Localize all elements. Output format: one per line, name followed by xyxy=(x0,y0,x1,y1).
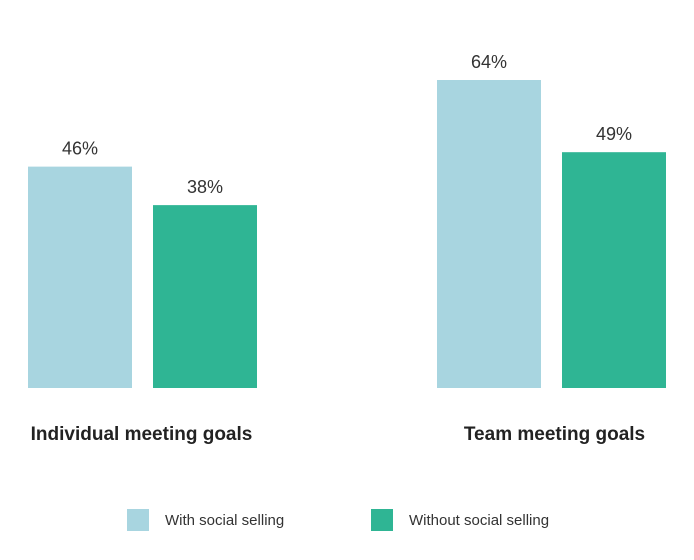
value-labels-group: 46% 38% 64% 49% xyxy=(62,52,632,197)
category-label-team: Team meeting goals xyxy=(464,424,645,445)
legend-label-without-social-selling: Without social selling xyxy=(409,512,549,529)
bar-without-social-selling-team xyxy=(562,152,666,388)
legend-label-with-social-selling: With social selling xyxy=(165,512,284,529)
value-label-without-social-selling-team: 49% xyxy=(596,124,632,144)
legend: With social selling Without social sellin… xyxy=(127,509,549,531)
category-label-individual: Individual meeting goals xyxy=(31,424,253,445)
value-label-with-social-selling-individual: 46% xyxy=(62,139,98,159)
value-label-with-social-selling-team: 64% xyxy=(471,52,507,72)
legend-swatch-without-social-selling xyxy=(371,509,393,531)
bar-with-social-selling-team xyxy=(437,80,541,388)
legend-swatch-with-social-selling xyxy=(127,509,149,531)
bars-group xyxy=(28,80,666,388)
bar-with-social-selling-individual xyxy=(28,166,132,388)
category-labels-group: Individual meeting goals Team meeting goa… xyxy=(31,424,645,445)
bar-without-social-selling-individual xyxy=(153,205,257,388)
value-label-without-social-selling-individual: 38% xyxy=(187,177,223,197)
